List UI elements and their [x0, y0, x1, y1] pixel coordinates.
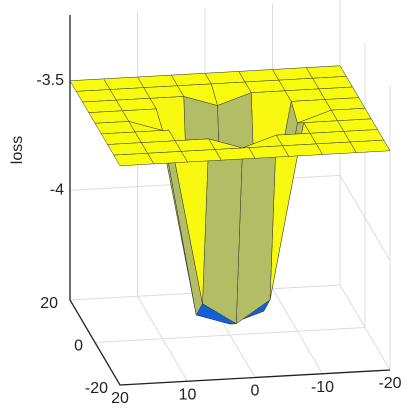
surface-patch: [343, 129, 385, 143]
axis-line: [69, 15, 391, 386]
y-tick-label: 0: [74, 338, 83, 355]
y-tick-label: 20: [40, 295, 58, 312]
surface-patch: [115, 98, 157, 112]
z-tick-label: -4: [50, 182, 64, 199]
surface-patch: [235, 134, 277, 325]
surface-patch: [337, 118, 378, 132]
x-tick-label: 0: [251, 383, 260, 400]
surface-patch: [275, 133, 317, 147]
surface-patch: [174, 138, 216, 152]
surface-patch: [107, 142, 148, 156]
surface-patch: [272, 67, 313, 81]
x-tick-label: -20: [378, 375, 401, 392]
surface-patch: [100, 131, 142, 145]
surface-patch: [88, 110, 130, 124]
surface-patch: [284, 88, 326, 102]
surface-patch: [214, 147, 256, 161]
grid-line: [69, 15, 121, 386]
surface-patch: [303, 120, 345, 134]
x-tick-label: -10: [311, 379, 334, 396]
surface-patch: [204, 71, 246, 85]
x-tick-label: 20: [111, 390, 129, 407]
surface-patch: [202, 138, 243, 325]
surface-patch: [318, 86, 360, 100]
surface-patch: [248, 145, 290, 159]
surface-patch: [137, 74, 178, 88]
z-axis-label: loss: [9, 136, 26, 164]
surface-patch: [94, 121, 136, 135]
z-tick-label: -3.5: [36, 72, 64, 89]
surface-patch: [170, 73, 212, 87]
x-tick-label: 10: [179, 386, 197, 403]
surface-patch: [324, 97, 366, 111]
surface-patch: [349, 139, 391, 153]
surface-patch: [69, 78, 111, 92]
surface-patch: [305, 65, 347, 79]
surface-patch: [143, 85, 185, 99]
surface-patch: [330, 108, 372, 122]
surface-patch: [82, 99, 123, 113]
surface-patch: [282, 143, 323, 157]
surface-patch: [103, 76, 145, 90]
surface-patch: [315, 141, 357, 155]
surface-patch: [109, 87, 151, 101]
surface-patch: [147, 151, 188, 165]
surface-patch: [278, 78, 320, 92]
surface-patch: [309, 131, 351, 145]
surface-patch: [238, 69, 280, 83]
surface-patch: [113, 153, 155, 167]
surface-patch: [75, 89, 117, 103]
surface-patch: [244, 79, 286, 93]
surface-patch: [140, 140, 182, 154]
surface-patch: [134, 129, 176, 143]
y-tick-label: -20: [85, 380, 108, 397]
surface-patch: [312, 76, 353, 90]
surface-patch: [180, 149, 222, 163]
